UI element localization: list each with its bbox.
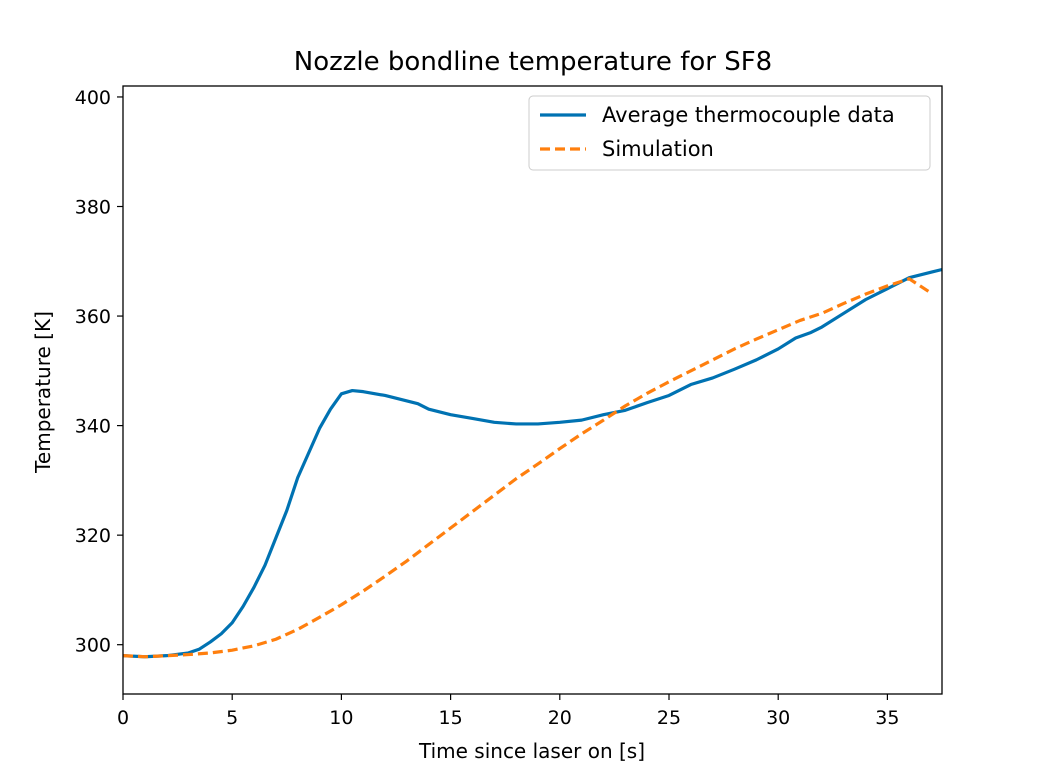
x-tick-label: 25 xyxy=(657,707,681,729)
legend-label-thermocouple: Average thermocouple data xyxy=(602,103,895,127)
x-tick-label: 30 xyxy=(766,707,790,729)
y-tick-label: 340 xyxy=(75,416,111,438)
plot-frame xyxy=(122,85,943,695)
y-tick-label: 320 xyxy=(75,525,111,547)
y-tick-label: 360 xyxy=(75,306,111,328)
legend-label-simulation: Simulation xyxy=(602,137,714,161)
y-tick-label: 300 xyxy=(75,635,111,657)
legend: Average thermocouple data Simulation xyxy=(528,95,931,171)
chart-title: Nozzle bondline temperature for SF8 xyxy=(294,47,772,77)
y-axis-label: Temperature [K] xyxy=(31,311,55,474)
series-line-thermocouple xyxy=(123,267,942,659)
y-tick-label: 400 xyxy=(75,87,111,109)
x-tick-label: 5 xyxy=(226,707,238,729)
tick-group: 0 5 10 15 20 25 30 35 300 320 340 360 380 400 xyxy=(75,87,900,729)
x-tick-label: 0 xyxy=(117,707,129,729)
legend-box xyxy=(528,95,931,171)
x-tick-label: 35 xyxy=(875,707,899,729)
x-tick-label: 10 xyxy=(329,707,353,729)
x-axis-label: Time since laser on [s] xyxy=(418,739,645,763)
series-line-simulation xyxy=(123,277,932,659)
y-tick-label: 380 xyxy=(75,197,111,219)
x-tick-label: 15 xyxy=(439,707,463,729)
x-tick-label: 20 xyxy=(548,707,572,729)
